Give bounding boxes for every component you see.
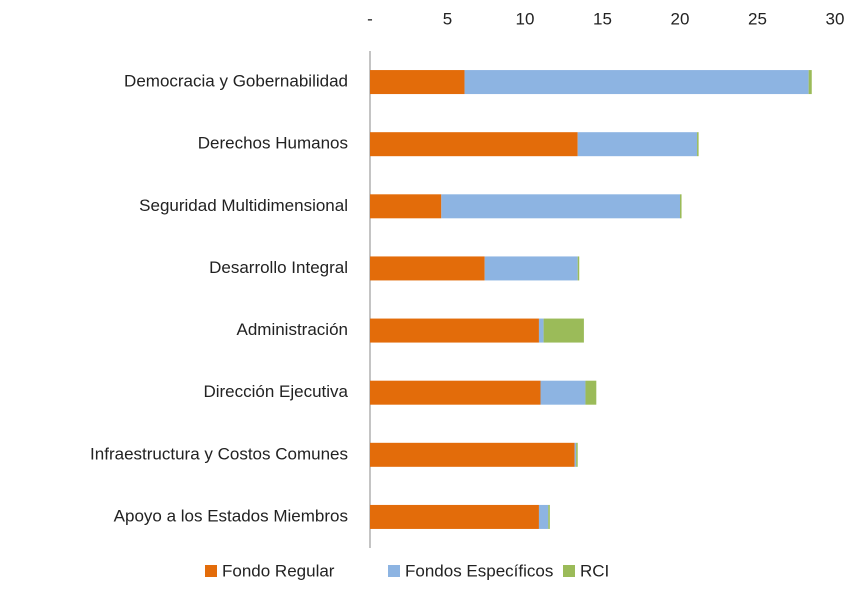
bar-segment bbox=[370, 442, 575, 467]
bar-segment bbox=[574, 442, 577, 467]
legend-swatch bbox=[388, 565, 400, 577]
bar-segment bbox=[370, 70, 465, 95]
bar-segment bbox=[370, 380, 541, 405]
y-tick-label: Seguridad Multidimensional bbox=[139, 196, 348, 215]
x-tick-label: 30 bbox=[826, 9, 845, 28]
y-tick-label: Derechos Humanos bbox=[198, 134, 348, 153]
bar-segment bbox=[441, 194, 680, 219]
bar-segment bbox=[680, 194, 682, 219]
y-tick-label: Dirección Ejecutiva bbox=[203, 382, 348, 401]
bar-segment bbox=[577, 256, 580, 281]
bar-segment bbox=[538, 318, 544, 343]
bar-segment bbox=[543, 318, 584, 343]
y-tick-label: Desarrollo Integral bbox=[209, 258, 348, 277]
bar-segment bbox=[370, 194, 442, 219]
bar-segment bbox=[370, 504, 539, 529]
bar-segment bbox=[538, 504, 549, 529]
legend-swatch bbox=[563, 565, 575, 577]
bar-segment bbox=[370, 318, 539, 343]
bar-segment bbox=[548, 504, 550, 529]
legend-swatch bbox=[205, 565, 217, 577]
bar-segment bbox=[370, 132, 578, 157]
x-tick-label: 10 bbox=[516, 9, 535, 28]
legend-label: Fondos Específicos bbox=[405, 561, 553, 580]
y-tick-label: Democracia y Gobernabilidad bbox=[124, 72, 348, 91]
bar-segment bbox=[484, 256, 578, 281]
bar-segment bbox=[577, 132, 698, 157]
y-tick-label: Apoyo a los Estados Miembros bbox=[114, 506, 348, 525]
bar-segment bbox=[464, 70, 809, 95]
bar-segment bbox=[370, 256, 485, 281]
x-tick-label: 15 bbox=[593, 9, 612, 28]
x-tick-label: - bbox=[367, 9, 373, 28]
legend-label: Fondo Regular bbox=[222, 561, 335, 580]
bar-segment bbox=[576, 442, 578, 467]
x-tick-label: 25 bbox=[748, 9, 767, 28]
bar-segment bbox=[808, 70, 812, 95]
bar-segment bbox=[540, 380, 586, 405]
legend-label: RCI bbox=[580, 561, 609, 580]
bar-segment bbox=[697, 132, 699, 157]
bar-segment bbox=[585, 380, 597, 405]
y-tick-label: Infraestructura y Costos Comunes bbox=[90, 444, 348, 463]
x-tick-label: 5 bbox=[443, 9, 452, 28]
x-tick-label: 20 bbox=[671, 9, 690, 28]
y-tick-label: Administración bbox=[237, 320, 349, 339]
